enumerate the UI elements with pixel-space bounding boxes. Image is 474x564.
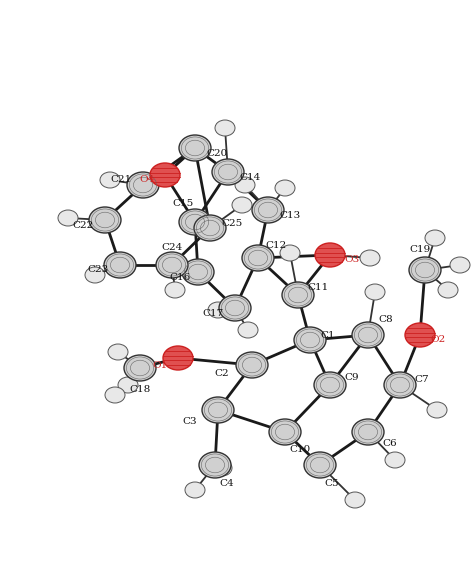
Ellipse shape — [269, 419, 301, 445]
Text: C1: C1 — [321, 331, 335, 340]
Text: C11: C11 — [307, 283, 328, 292]
Ellipse shape — [352, 322, 384, 348]
Ellipse shape — [427, 402, 447, 418]
Text: C23: C23 — [87, 266, 109, 275]
Ellipse shape — [352, 419, 384, 445]
Text: C8: C8 — [379, 315, 393, 324]
Text: C12: C12 — [265, 241, 287, 250]
Text: C2: C2 — [215, 368, 229, 377]
Text: C20: C20 — [206, 148, 228, 157]
Text: O1: O1 — [152, 362, 168, 371]
Ellipse shape — [304, 452, 336, 478]
Ellipse shape — [405, 323, 435, 347]
Text: C15: C15 — [173, 200, 193, 209]
Ellipse shape — [212, 159, 244, 185]
Text: C18: C18 — [129, 386, 151, 394]
Ellipse shape — [236, 352, 268, 378]
Ellipse shape — [182, 259, 214, 285]
Ellipse shape — [104, 252, 136, 278]
Text: C19: C19 — [410, 245, 430, 254]
Ellipse shape — [409, 257, 441, 283]
Ellipse shape — [235, 177, 255, 193]
Ellipse shape — [242, 245, 274, 271]
Ellipse shape — [238, 322, 258, 338]
Text: C6: C6 — [383, 439, 397, 448]
Text: C25: C25 — [221, 218, 243, 227]
Ellipse shape — [179, 209, 211, 235]
Text: C3: C3 — [182, 417, 197, 426]
Ellipse shape — [85, 267, 105, 283]
Text: C7: C7 — [415, 376, 429, 385]
Ellipse shape — [194, 215, 226, 241]
Ellipse shape — [294, 327, 326, 353]
Ellipse shape — [127, 172, 159, 198]
Text: C13: C13 — [279, 210, 301, 219]
Text: C10: C10 — [289, 446, 310, 455]
Ellipse shape — [105, 387, 125, 403]
Text: C22: C22 — [73, 221, 94, 230]
Ellipse shape — [282, 282, 314, 308]
Ellipse shape — [425, 230, 445, 246]
Text: C5: C5 — [325, 478, 339, 487]
Text: O3: O3 — [345, 255, 360, 265]
Ellipse shape — [232, 197, 252, 213]
Ellipse shape — [315, 243, 345, 267]
Text: C4: C4 — [219, 478, 234, 487]
Text: C21: C21 — [110, 175, 132, 184]
Ellipse shape — [345, 492, 365, 508]
Text: O2: O2 — [430, 336, 446, 345]
Ellipse shape — [163, 346, 193, 370]
Text: C24: C24 — [161, 243, 182, 252]
Ellipse shape — [179, 135, 211, 161]
Ellipse shape — [360, 250, 380, 266]
Text: C14: C14 — [239, 173, 261, 182]
Ellipse shape — [438, 282, 458, 298]
Ellipse shape — [58, 210, 78, 226]
Ellipse shape — [212, 460, 232, 476]
Ellipse shape — [100, 172, 120, 188]
Ellipse shape — [252, 197, 284, 223]
Ellipse shape — [384, 372, 416, 398]
Ellipse shape — [208, 302, 228, 318]
Ellipse shape — [108, 344, 128, 360]
Ellipse shape — [199, 452, 231, 478]
Ellipse shape — [219, 295, 251, 321]
Ellipse shape — [365, 284, 385, 300]
Ellipse shape — [89, 207, 121, 233]
Ellipse shape — [118, 377, 138, 393]
Ellipse shape — [385, 452, 405, 468]
Ellipse shape — [280, 245, 300, 261]
Ellipse shape — [150, 163, 180, 187]
Ellipse shape — [156, 252, 188, 278]
Ellipse shape — [124, 355, 156, 381]
Ellipse shape — [202, 397, 234, 423]
Text: C17: C17 — [202, 309, 224, 318]
Ellipse shape — [275, 180, 295, 196]
Text: C16: C16 — [169, 272, 191, 281]
Ellipse shape — [450, 257, 470, 273]
Ellipse shape — [185, 482, 205, 498]
Text: O4: O4 — [139, 175, 155, 184]
Ellipse shape — [165, 282, 185, 298]
Ellipse shape — [314, 372, 346, 398]
Ellipse shape — [215, 120, 235, 136]
Text: C9: C9 — [345, 372, 359, 381]
